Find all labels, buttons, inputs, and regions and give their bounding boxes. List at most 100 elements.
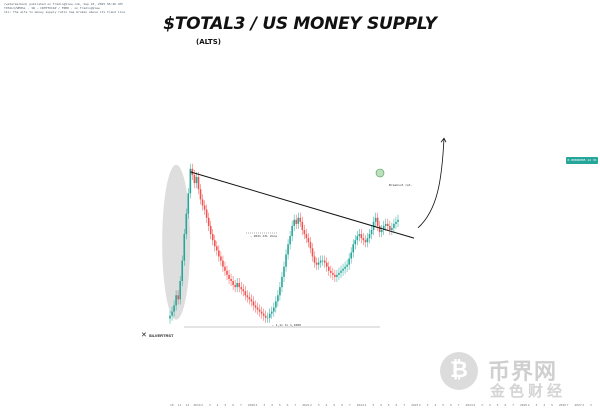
x-tick-label: 4 [216, 403, 219, 407]
candle-body [266, 317, 269, 319]
candle-body [169, 315, 171, 319]
x-tick-label: 3 [317, 403, 320, 407]
candle-body [334, 274, 336, 277]
candle-body [303, 230, 306, 235]
candle-body [309, 242, 312, 249]
x-tick-label: 2022 [356, 403, 364, 407]
x-tick-label: 3 [372, 403, 375, 407]
candle-body [342, 268, 344, 271]
candle-body [246, 295, 249, 298]
candle-body [258, 309, 261, 312]
candle-body [364, 240, 367, 243]
x-tick-label: 6 [395, 403, 398, 407]
candle-body [297, 217, 300, 224]
chart-subtitle: (ALTS) [196, 38, 221, 46]
candle-body [171, 311, 173, 316]
watermark-coin-icon: ₿ [440, 352, 478, 390]
candle-body [242, 289, 245, 292]
x-tick-label: 3 [590, 403, 592, 407]
candle-body [338, 272, 340, 275]
candle-body [173, 305, 175, 312]
candle-body [234, 285, 236, 288]
candle-body [193, 174, 196, 184]
candle-body [260, 311, 263, 314]
candle-body [307, 238, 310, 243]
x-tick-label: 7 [294, 403, 297, 407]
candle-body [336, 274, 338, 277]
x-tick-label: 6 [450, 403, 452, 407]
candle-body [211, 234, 214, 241]
candle-body [325, 262, 328, 267]
x-tick-label: 6 [504, 403, 507, 407]
candle-body [348, 258, 350, 265]
candle-body [356, 236, 359, 241]
candle-body [354, 240, 357, 245]
candle-body [275, 301, 277, 308]
candle-body [305, 234, 308, 239]
candle-body [218, 250, 220, 257]
candle-body [395, 221, 397, 224]
x-tick-label: 5 [551, 403, 553, 407]
candle-body [378, 225, 381, 233]
x-tick-label: 4 [543, 403, 546, 407]
candle-body [376, 217, 379, 226]
candle-body [289, 236, 291, 245]
candle-body [191, 168, 194, 175]
candle-body [252, 301, 255, 306]
chart-title: $TOTAL3 / US MONEY SUPPLY [163, 14, 437, 34]
x-tick-label: 4 [271, 403, 273, 407]
x-tick-label: 5 [387, 403, 390, 407]
candle-body [262, 313, 265, 316]
candle-body [224, 266, 226, 271]
watermark-text-large: 币界网 [488, 360, 558, 385]
x-tick-label: 7 [457, 403, 460, 407]
pump-highlight-ellipse [162, 164, 191, 320]
x-tick-label: 2 [418, 403, 421, 407]
candle-body [311, 248, 314, 257]
candle-body [362, 238, 365, 241]
candle-body [397, 219, 399, 222]
candle-body [295, 219, 298, 224]
x-tick-label: 2025 [520, 403, 528, 407]
candle-body [382, 225, 385, 230]
candle-body [228, 274, 230, 279]
x-tick-label: 3 [481, 403, 483, 407]
candle-body [250, 299, 253, 302]
candle-body [321, 260, 324, 262]
x-tick-label: 4 [325, 403, 328, 407]
candle-body [244, 291, 247, 296]
candle-body [281, 276, 283, 288]
x-tick-label: 4 [434, 403, 437, 407]
candle-body [222, 260, 224, 267]
candle-body [203, 205, 206, 210]
candle-body [301, 221, 304, 230]
candle-body [287, 244, 289, 255]
x-tick-label: 3 [263, 403, 266, 407]
candle-body [393, 223, 395, 228]
x-tick-label: 2 [310, 403, 312, 407]
x-tick-label: 5 [224, 403, 227, 407]
candle-body [291, 225, 293, 237]
header-line-1: (watermarked) published on TradingView.c… [4, 2, 124, 6]
candle-body [248, 297, 251, 300]
x-tick-label: 2024 [465, 403, 473, 407]
x-tick-label: 2 [582, 403, 585, 407]
candle-body [330, 270, 332, 273]
candle-body [270, 311, 273, 314]
candle-body [389, 225, 391, 230]
x-tick-label: 5 [442, 403, 445, 407]
candle-body [201, 199, 204, 206]
candle-body [264, 315, 267, 318]
candle-body [216, 246, 218, 251]
candle-body [366, 238, 369, 243]
candle-body [352, 244, 355, 253]
candle-body [207, 217, 210, 226]
candle-body [177, 295, 179, 300]
candle-body [175, 295, 177, 306]
candle-body [283, 266, 285, 277]
trendline [190, 171, 415, 239]
x-tick-label: 10 [170, 403, 174, 407]
x-tick-label: 3 [208, 403, 211, 407]
x-tick-label: 2027 [574, 403, 582, 407]
